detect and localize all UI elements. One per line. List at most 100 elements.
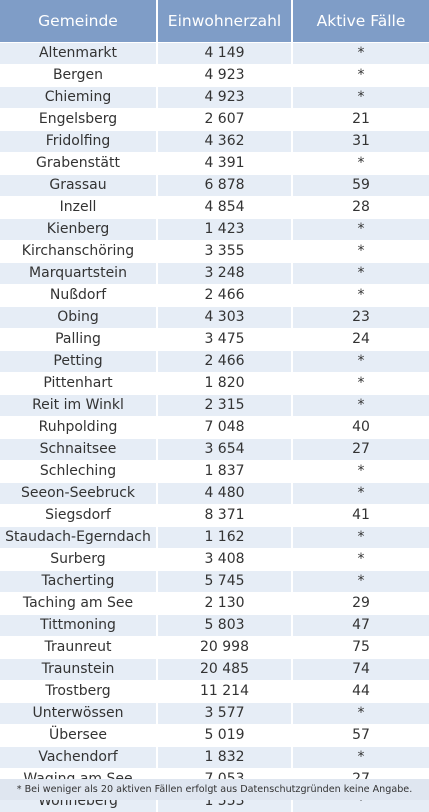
table-row: Übersee 5 019 57 xyxy=(0,724,429,746)
table-row: Traunreut 20 998 75 xyxy=(0,636,429,658)
cell-gemeinde: Traunstein xyxy=(0,658,158,680)
table-row: Staudach-Egerndach 1 162 * xyxy=(0,526,429,548)
cell-gemeinde: Siegsdorf xyxy=(0,504,158,526)
cell-einwohnerzahl: 4 391 xyxy=(158,152,293,174)
cell-aktive-faelle: 28 xyxy=(293,196,429,218)
cell-gemeinde: Obing xyxy=(0,306,158,328)
table-row: Unterwössen 3 577 * xyxy=(0,702,429,724)
cell-gemeinde: Marquartstein xyxy=(0,262,158,284)
table-row: Petting 2 466 * xyxy=(0,350,429,372)
table-row: Siegsdorf 8 371 41 xyxy=(0,504,429,526)
cell-aktive-faelle: * xyxy=(293,460,429,482)
cell-gemeinde: Nußdorf xyxy=(0,284,158,306)
cell-gemeinde: Tittmoning xyxy=(0,614,158,636)
header-einwohnerzahl: Einwohnerzahl xyxy=(158,0,293,42)
cell-aktive-faelle: * xyxy=(293,702,429,724)
cell-einwohnerzahl: 5 803 xyxy=(158,614,293,636)
cell-gemeinde: Unterwössen xyxy=(0,702,158,724)
cell-aktive-faelle: * xyxy=(293,350,429,372)
cell-einwohnerzahl: 1 423 xyxy=(158,218,293,240)
cell-einwohnerzahl: 4 362 xyxy=(158,130,293,152)
table-body: Altenmarkt 4 149 * Bergen 4 923 * Chieming 4 92… xyxy=(0,42,429,812)
table-row: Grabenstätt 4 391 * xyxy=(0,152,429,174)
cell-gemeinde: Kirchanschöring xyxy=(0,240,158,262)
cell-einwohnerzahl: 3 577 xyxy=(158,702,293,724)
cell-einwohnerzahl: 5 019 xyxy=(158,724,293,746)
cell-aktive-faelle: * xyxy=(293,86,429,108)
cell-gemeinde: Ruhpolding xyxy=(0,416,158,438)
cell-aktive-faelle: 74 xyxy=(293,658,429,680)
cell-gemeinde: Petting xyxy=(0,350,158,372)
cell-aktive-faelle: * xyxy=(293,284,429,306)
cell-gemeinde: Seeon-Seebruck xyxy=(0,482,158,504)
cell-aktive-faelle: 47 xyxy=(293,614,429,636)
table-row: Seeon-Seebruck 4 480 * xyxy=(0,482,429,504)
table-row: Bergen 4 923 * xyxy=(0,64,429,86)
cell-aktive-faelle: 40 xyxy=(293,416,429,438)
cell-gemeinde: Kienberg xyxy=(0,218,158,240)
cell-einwohnerzahl: 2 466 xyxy=(158,350,293,372)
cell-aktive-faelle: * xyxy=(293,570,429,592)
footnote: * Bei weniger als 20 aktiven Fällen erfo… xyxy=(0,779,429,800)
cell-einwohnerzahl: 1 832 xyxy=(158,746,293,768)
cell-aktive-faelle: 41 xyxy=(293,504,429,526)
cell-einwohnerzahl: 2 130 xyxy=(158,592,293,614)
cell-gemeinde: Trostberg xyxy=(0,680,158,702)
header-aktive-faelle: Aktive Fälle xyxy=(293,0,429,42)
cell-einwohnerzahl: 1 837 xyxy=(158,460,293,482)
cell-gemeinde: Tacherting xyxy=(0,570,158,592)
table-row: Kirchanschöring 3 355 * xyxy=(0,240,429,262)
table-row: Traunstein 20 485 74 xyxy=(0,658,429,680)
cell-gemeinde: Grabenstätt xyxy=(0,152,158,174)
cell-einwohnerzahl: 3 248 xyxy=(158,262,293,284)
cell-einwohnerzahl: 2 466 xyxy=(158,284,293,306)
cell-aktive-faelle: 75 xyxy=(293,636,429,658)
table-row: Fridolfing 4 362 31 xyxy=(0,130,429,152)
table-row: Inzell 4 854 28 xyxy=(0,196,429,218)
table-row: Engelsberg 2 607 21 xyxy=(0,108,429,130)
cell-einwohnerzahl: 4 149 xyxy=(158,42,293,64)
cell-aktive-faelle: * xyxy=(293,482,429,504)
cell-gemeinde: Vachendorf xyxy=(0,746,158,768)
table-row: Schleching 1 837 * xyxy=(0,460,429,482)
cell-aktive-faelle: 59 xyxy=(293,174,429,196)
table-row: Kienberg 1 423 * xyxy=(0,218,429,240)
cell-gemeinde: Engelsberg xyxy=(0,108,158,130)
cell-gemeinde: Inzell xyxy=(0,196,158,218)
cell-gemeinde: Pittenhart xyxy=(0,372,158,394)
cell-einwohnerzahl: 1 820 xyxy=(158,372,293,394)
table-row: Ruhpolding 7 048 40 xyxy=(0,416,429,438)
cell-einwohnerzahl: 3 408 xyxy=(158,548,293,570)
cell-gemeinde: Staudach-Egerndach xyxy=(0,526,158,548)
cell-einwohnerzahl: 4 923 xyxy=(158,86,293,108)
table-row: Schnaitsee 3 654 27 xyxy=(0,438,429,460)
cell-aktive-faelle: * xyxy=(293,240,429,262)
cell-aktive-faelle: * xyxy=(293,394,429,416)
table-row: Taching am See 2 130 29 xyxy=(0,592,429,614)
table-row: Reit im Winkl 2 315 * xyxy=(0,394,429,416)
cell-aktive-faelle: 21 xyxy=(293,108,429,130)
cell-gemeinde: Taching am See xyxy=(0,592,158,614)
cell-aktive-faelle: * xyxy=(293,526,429,548)
table-row: Tittmoning 5 803 47 xyxy=(0,614,429,636)
table-row: Grassau 6 878 59 xyxy=(0,174,429,196)
cell-gemeinde: Grassau xyxy=(0,174,158,196)
cell-einwohnerzahl: 11 214 xyxy=(158,680,293,702)
cell-aktive-faelle: * xyxy=(293,218,429,240)
cell-aktive-faelle: 29 xyxy=(293,592,429,614)
cell-einwohnerzahl: 3 355 xyxy=(158,240,293,262)
cell-aktive-faelle: * xyxy=(293,372,429,394)
table-row: Vachendorf 1 832 * xyxy=(0,746,429,768)
cell-aktive-faelle: * xyxy=(293,262,429,284)
table-header-row: Gemeinde Einwohnerzahl Aktive Fälle xyxy=(0,0,429,42)
cell-gemeinde: Traunreut xyxy=(0,636,158,658)
table-row: Marquartstein 3 248 * xyxy=(0,262,429,284)
cell-aktive-faelle: * xyxy=(293,746,429,768)
table-row: Altenmarkt 4 149 * xyxy=(0,42,429,64)
cell-gemeinde: Reit im Winkl xyxy=(0,394,158,416)
cell-einwohnerzahl: 2 607 xyxy=(158,108,293,130)
cell-gemeinde: Bergen xyxy=(0,64,158,86)
cell-einwohnerzahl: 4 854 xyxy=(158,196,293,218)
